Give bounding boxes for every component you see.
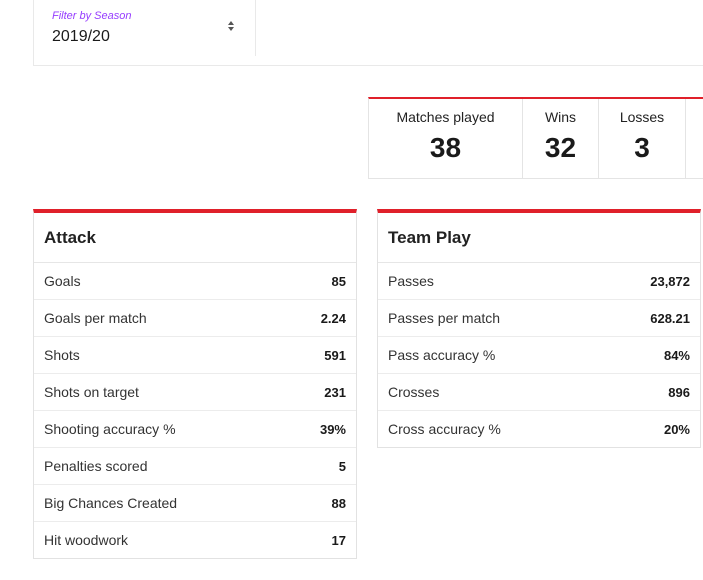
stat-row: Passes per match 628.21 [378,300,700,337]
season-filter-label: Filter by Season [52,10,132,22]
stat-row: Goals 85 [34,263,356,300]
stat-value: 39% [319,421,346,437]
attack-panel: Attack Goals 85 Goals per match 2.24 Shots… [33,209,357,559]
summary-value: 32 [544,132,577,163]
stat-value: 17 [331,532,346,548]
stat-value: 628.21 [650,310,690,326]
summary-value: 38 [429,132,462,163]
stat-value: 20% [663,421,690,437]
stat-value: 231 [324,384,346,400]
stat-label: Cross accuracy % [388,421,501,437]
stat-label: Goals per match [44,310,147,326]
summary-label: Losses [619,109,665,125]
stat-row: Crosses 896 [378,374,700,411]
stat-value: 2.24 [320,310,346,326]
stat-label: Passes [388,273,434,289]
team-play-panel: Team Play Passes 23,872 Passes per match 6… [377,209,701,448]
stat-row: Penalties scored 5 [34,448,356,485]
team-play-panel-title: Team Play [378,213,700,263]
summary-label: Wins [544,109,577,125]
stat-value: 23,872 [650,273,690,289]
stat-label: Passes per match [388,310,501,326]
stat-row: Hit woodwork 17 [34,522,356,558]
summary-label: Matches played [396,109,495,125]
stat-value: 85 [331,273,346,289]
attack-panel-title: Attack [34,213,356,263]
stat-label: Pass accuracy % [388,347,496,363]
stat-value: 84% [663,347,690,363]
stat-label: Goals [44,273,81,289]
stat-row: Passes 23,872 [378,263,700,300]
stat-row: Pass accuracy % 84% [378,337,700,374]
stat-row: Shooting accuracy % 39% [34,411,356,448]
stat-label: Big Chances Created [44,495,178,511]
sort-arrows-icon[interactable] [227,21,235,33]
stat-label: Shots on target [44,384,139,400]
stat-label: Penalties scored [44,458,148,474]
stat-row: Cross accuracy % 20% [378,411,700,447]
stat-row: Shots on target 231 [34,374,356,411]
filter-bar: Filter by Season 2019/20 [33,0,703,66]
season-summary: Matches played 38 Wins 32 Losses 3 [368,97,703,179]
season-filter-select[interactable]: Filter by Season 2019/20 [34,0,256,56]
stat-value: 5 [338,458,346,474]
stat-label: Crosses [388,384,440,400]
stat-value: 591 [324,347,346,363]
stat-row: Big Chances Created 88 [34,485,356,522]
stat-value: 88 [331,495,346,511]
stat-label: Hit woodwork [44,532,129,548]
stat-row: Goals per match 2.24 [34,300,356,337]
stat-value: 896 [668,384,690,400]
summary-matches-played: Matches played 38 [369,99,523,178]
summary-value: 3 [634,132,650,163]
stat-label: Shots [44,347,80,363]
stat-label: Shooting accuracy % [44,421,176,437]
summary-losses: Losses 3 [599,99,686,178]
summary-wins: Wins 32 [523,99,599,178]
season-filter-value[interactable]: 2019/20 [52,28,110,45]
stat-row: Shots 591 [34,337,356,374]
